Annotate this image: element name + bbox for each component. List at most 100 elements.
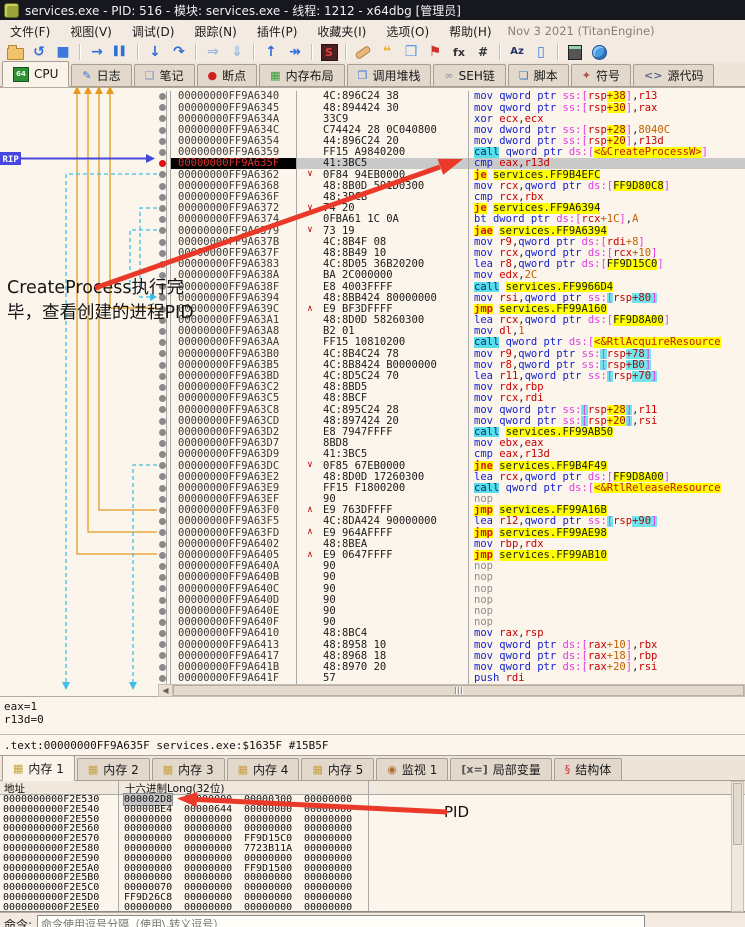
disasm-row[interactable]: 00000000FF9A63D7 8BD8 mov ebx, eax: [0, 437, 745, 449]
breakpoint-dot[interactable]: [158, 417, 166, 425]
breakpoint-dot[interactable]: [158, 328, 166, 336]
disasm-row[interactable]: 00000000FF9A6359 FF15 A9840200 call qword …: [0, 146, 745, 159]
dump-value[interactable]: 00000000: [244, 872, 293, 884]
disasm-row[interactable]: 00000000FF9A63F0 ∧ E9 763DFFFF jmp services…: [0, 504, 745, 517]
trace-into-icon[interactable]: ⇒: [207, 44, 219, 60]
menu-item[interactable]: 视图(V): [70, 24, 112, 39]
tab-内存 3[interactable]: ▦ 内存 3: [151, 758, 225, 780]
dump-value[interactable]: 00000000: [304, 833, 353, 845]
dump-row[interactable]: 0000000000F2E560 00000000 00000000 00000000…: [0, 824, 745, 834]
dump-value[interactable]: 00000000: [244, 823, 293, 835]
dump-value[interactable]: 00000000: [304, 852, 353, 864]
disasm-row[interactable]: 00000000FF9A63B5 4C:8B8424 B0000000 mov r8…: [0, 359, 745, 371]
disasm-row[interactable]: 00000000FF9A6379 ∨ 73 19 jae services.FF9A6…: [0, 225, 745, 237]
comment-icon[interactable]: ❝: [382, 44, 392, 60]
dump-value[interactable]: 00000BE4: [124, 803, 173, 815]
breakpoint-dot[interactable]: [158, 484, 166, 492]
menu-item[interactable]: 调试(D): [131, 24, 175, 39]
open-file-icon[interactable]: [4, 43, 26, 61]
disasm-row[interactable]: 00000000FF9A640B 90 nop: [0, 572, 745, 584]
breakpoint-dot[interactable]: [158, 406, 166, 414]
breakpoint-dot[interactable]: [158, 350, 166, 358]
breakpoint-dot[interactable]: [158, 652, 166, 660]
tab-符号[interactable]: ✦ 符号: [570, 64, 631, 86]
dump-row[interactable]: 0000000000F2E570 00000000 00000000 FF9D15C0…: [0, 834, 745, 844]
disasm-row[interactable]: 00000000FF9A63DC ∨ 0F85 67EB0000 jne servic…: [0, 460, 745, 472]
dump-value[interactable]: 00000000: [304, 862, 353, 874]
disasm-row[interactable]: 00000000FF9A63EF 90 nop: [0, 493, 745, 505]
tab-日志[interactable]: ✎ 日志: [71, 64, 132, 86]
dump-value[interactable]: 000002D8: [118, 793, 178, 806]
run-icon[interactable]: →: [91, 44, 103, 60]
dump-value[interactable]: 00000070: [124, 882, 173, 894]
disasm-row[interactable]: 00000000FF9A640A 90 nop: [0, 560, 745, 573]
breakpoint-dot[interactable]: [158, 540, 166, 548]
dump-row[interactable]: 0000000000F2E530 000002D8 00000000 00000300…: [0, 793, 745, 806]
title-bar[interactable]: services.exe - PID: 516 - 模块: services.e…: [0, 0, 745, 20]
disasm-row[interactable]: 00000000FF9A63D9 41:3BC5 cmp eax, r13d: [0, 449, 745, 461]
disasm-row[interactable]: 00000000FF9A640C 90 nop: [0, 583, 745, 595]
disasm-row[interactable]: 00000000FF9A63AA FF15 10810200 call qword …: [0, 337, 745, 349]
breakpoint-dot[interactable]: [158, 383, 166, 391]
internet-icon[interactable]: [588, 43, 610, 61]
breakpoint-dot[interactable]: [158, 115, 166, 123]
breakpoint-dot[interactable]: [158, 305, 166, 313]
dump-value[interactable]: 00000000: [124, 842, 173, 854]
breakpoint-dot[interactable]: [158, 574, 166, 582]
dump-value[interactable]: 7723B11A: [244, 842, 293, 854]
dump-row[interactable]: 0000000000F2E580 00000000 00000000 7723B11A…: [0, 842, 745, 854]
breakpoint-dot[interactable]: [158, 607, 166, 615]
breakpoint-dot[interactable]: [158, 361, 166, 369]
dump-value[interactable]: 00000000: [184, 823, 233, 835]
breakpoint-dot[interactable]: [158, 238, 166, 246]
menu-item[interactable]: 跟踪(N): [194, 24, 237, 39]
breakpoint-dot[interactable]: [158, 473, 166, 481]
disasm-row[interactable]: 00000000FF9A6362 ∨ 0F84 94EB0000 je service…: [0, 169, 745, 181]
breakpoint-dot[interactable]: [158, 462, 166, 470]
breakpoint-dot[interactable]: [158, 551, 166, 559]
disasm-row[interactable]: 00000000FF9A6402 48:8BEA mov rbp, rdx: [0, 538, 745, 550]
disasm-row[interactable]: 00000000FF9A63BD 4C:8D5C24 70 lea r11, qwor…: [0, 370, 745, 382]
patch-icon[interactable]: [352, 43, 374, 61]
disasm-row[interactable]: 00000000FF9A6417 48:8968 18 mov qword ptr …: [0, 650, 745, 662]
breakpoint-dot[interactable]: [158, 316, 166, 324]
breakpoint-dot[interactable]: [158, 507, 166, 515]
dump-row[interactable]: 0000000000F2E5B0 00000000 00000000 00000000…: [0, 873, 745, 883]
disasm-row[interactable]: 00000000FF9A640D 90 nop: [0, 594, 745, 606]
tab-局部变量[interactable]: [x=] 局部变量: [450, 758, 552, 780]
breakpoint-dot[interactable]: [158, 182, 166, 190]
breakpoint-dot[interactable]: [158, 227, 166, 235]
disasm-row[interactable]: 00000000FF9A6354 44:896C24 20 mov dword pt…: [0, 135, 745, 147]
pause-icon[interactable]: ▌▌: [114, 46, 128, 57]
disasm-row[interactable]: 00000000FF9A6374 0FBA61 1C 0A bt dword ptr…: [0, 214, 745, 226]
menu-item[interactable]: 收藏夹(I): [317, 24, 367, 39]
breakpoint-dot[interactable]: [158, 372, 166, 380]
dump-value[interactable]: 00000000: [184, 901, 233, 913]
stop-icon[interactable]: ■: [56, 44, 70, 60]
disasm-row[interactable]: 00000000FF9A63A8 B2 01 mov dl, 1: [0, 325, 745, 338]
scylla-icon[interactable]: S: [318, 43, 340, 61]
breakpoint-dot[interactable]: [158, 495, 166, 503]
disasm-row[interactable]: 00000000FF9A63CD 48:897424 20 mov qword pt…: [0, 415, 745, 427]
dump-value[interactable]: 00000000: [124, 862, 173, 874]
dump-value[interactable]: 00000000: [184, 882, 233, 894]
dump-value[interactable]: 00000000: [304, 891, 353, 903]
dump-value[interactable]: 00000000: [124, 813, 173, 825]
dump-value[interactable]: 00000000: [304, 872, 353, 884]
disasm-row[interactable]: 00000000FF9A6410 48:8BC4 mov rax, rsp: [0, 628, 745, 640]
disasm-row[interactable]: 00000000FF9A6413 48:8958 10 mov qword ptr …: [0, 639, 745, 651]
disasm-row[interactable]: 00000000FF9A639C ∧ E9 BF3DFFFF jmp services…: [0, 303, 745, 315]
dump-value[interactable]: 00000000: [124, 872, 173, 884]
dump-value[interactable]: 00000000: [304, 813, 353, 825]
disasm-row[interactable]: 00000000FF9A6372 ∨ 74 20 je services.FF9A63…: [0, 202, 745, 215]
dump-value[interactable]: 00000000: [244, 813, 293, 825]
dump-value[interactable]: 00000000: [244, 882, 293, 894]
disasm-row[interactable]: 00000000FF9A6368 48:8B0D 591D0300 mov rcx,…: [0, 180, 745, 192]
calculator-icon[interactable]: [564, 43, 586, 61]
disasm-row[interactable]: 00000000FF9A63A1 48:8D0D 58260300 lea rcx,…: [0, 314, 745, 326]
dump-value[interactable]: FF9D15C0: [244, 833, 293, 845]
disasm-row[interactable]: 00000000FF9A63C8 4C:895C24 28 mov qword pt…: [0, 404, 745, 416]
dump-value[interactable]: FF9D1500: [244, 862, 293, 874]
breakpoint-dot[interactable]: [158, 518, 166, 526]
dump-value[interactable]: 00000000: [184, 813, 233, 825]
